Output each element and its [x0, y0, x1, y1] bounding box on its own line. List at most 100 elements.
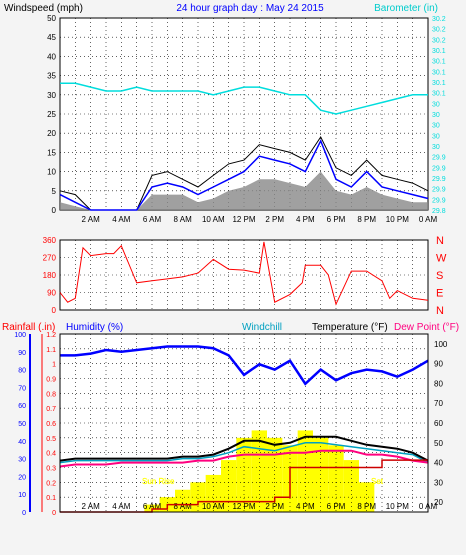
- solar-bar: [205, 474, 221, 512]
- x-tick-label: 6 PM: [327, 215, 346, 224]
- x-tick-label: 0 AM: [419, 215, 438, 224]
- x-tick-label: 4 AM: [112, 502, 131, 511]
- x-tick-label: 2 AM: [82, 215, 101, 224]
- wind-tick-label: 45: [47, 33, 56, 42]
- x-tick-label: 6 PM: [327, 502, 346, 511]
- x-tick-label: 8 PM: [357, 502, 376, 511]
- barometer-tick-label: 29.9: [432, 176, 446, 183]
- temp-grid: [60, 334, 428, 512]
- x-tick-label: 2 AM: [82, 502, 101, 511]
- compass-label: N: [436, 305, 444, 317]
- direction-tick-label: 180: [43, 271, 57, 280]
- wind-tick-label: 20: [47, 129, 56, 138]
- barometer-tick-label: 29.9: [432, 187, 446, 194]
- barometer-tick-label: 30: [432, 123, 440, 130]
- rain-tick-label: 1.1: [46, 347, 56, 354]
- wind-x-ticks: 2 AM 4 AM 6 AM 8 AM 10 AM 12 PM 2 PM 4 PM 6 PM 8 …: [82, 215, 438, 224]
- compass-label: E: [436, 288, 443, 300]
- temperature-line: [59, 435, 429, 462]
- sunrise-annotation: Sun Rise: [142, 477, 175, 486]
- rain-tick-label: 0.1: [46, 495, 56, 502]
- windchill-title: Windchill: [242, 322, 282, 333]
- rainfall-title: Rainfall (.in): [2, 322, 55, 333]
- humidity-tick-label: 100: [14, 332, 26, 339]
- wind-tick-label: 35: [47, 72, 56, 81]
- rain-tick-label: 0.6: [46, 421, 56, 428]
- humidity-tick-label: 50: [18, 421, 26, 428]
- temp-tick-label: 60: [434, 419, 443, 428]
- barometer-tick-label: 29.9: [432, 165, 446, 172]
- direction-tick-label: 90: [47, 289, 56, 298]
- rain-tick-label: 1.2: [46, 332, 56, 339]
- barometer-tick-label: 29.8: [432, 208, 446, 215]
- rain-tick-label: 0.3: [46, 466, 56, 473]
- barometer-tick-label: 30.2: [432, 37, 446, 44]
- direction-y-ticks: 360 270 180 90 0: [43, 236, 57, 315]
- x-tick-label: 12 PM: [232, 502, 255, 511]
- compass-label: N: [436, 235, 444, 247]
- barometer-tick-label: 30.1: [432, 69, 446, 76]
- temp-tick-label: 100: [434, 340, 448, 349]
- x-tick-label: 4 PM: [296, 502, 315, 511]
- wind-tick-label: 40: [47, 52, 56, 61]
- wind-y-ticks: 0 5 10 15 20 25 30 35 40 45 50: [47, 14, 56, 215]
- temperature-title: Temperature (°F): [312, 322, 388, 333]
- x-tick-label: 4 PM: [296, 215, 315, 224]
- barometer-tick-label: 29.9: [432, 197, 446, 204]
- temp-tick-label: 40: [434, 459, 443, 468]
- barometer-title: Barometer (in): [374, 3, 438, 14]
- rain-tick-label: 0.4: [46, 451, 56, 458]
- humidity-tick-label: 40: [18, 439, 26, 446]
- humidity-tick-label: 0: [22, 510, 26, 517]
- solar-bar: [251, 430, 267, 512]
- temp-tick-label: 20: [434, 498, 443, 507]
- humidity-line: [60, 345, 429, 386]
- windspeed-line: [59, 139, 429, 211]
- barometer-tick-label: 30: [432, 101, 440, 108]
- x-tick-label: 10 AM: [202, 502, 225, 511]
- wind-tick-label: 10: [47, 168, 56, 177]
- temp-tick-label: 70: [434, 399, 443, 408]
- x-tick-label: 8 AM: [174, 502, 193, 511]
- humidity-tick-label: 30: [18, 457, 26, 464]
- wind-tick-label: 15: [47, 148, 56, 157]
- humidity-tick-label: 10: [18, 492, 26, 499]
- barometer-tick-label: 30.2: [432, 16, 446, 23]
- sunset-annotation: Set: [371, 477, 384, 486]
- dewpoint-title: Dew Point (°F): [394, 322, 459, 333]
- direction-tick-label: 360: [43, 236, 57, 245]
- direction-series: [59, 241, 429, 306]
- humidity-tick-label: 60: [18, 403, 26, 410]
- wind-tick-label: 5: [52, 187, 57, 196]
- rain-tick-label: 0.7: [46, 406, 56, 413]
- barometer-tick-label: 30.1: [432, 59, 446, 66]
- x-tick-label: 4 AM: [112, 215, 131, 224]
- solar-bar: [175, 489, 191, 512]
- x-tick-label: 2 PM: [265, 502, 284, 511]
- barometer-tick-label: 30.2: [432, 27, 446, 34]
- temp-tick-label: 80: [434, 379, 443, 388]
- x-tick-label: 10 PM: [386, 502, 409, 511]
- wind-tick-label: 0: [52, 206, 57, 215]
- compass-label: S: [436, 270, 443, 282]
- solar-bar: [297, 430, 313, 512]
- direction-grid: [60, 240, 428, 310]
- compass-label: W: [436, 253, 447, 265]
- wind-average-area: [60, 171, 428, 210]
- rain-tick-label: 0.9: [46, 377, 56, 384]
- wind-direction-line: [59, 241, 429, 306]
- direction-tick-label: 0: [52, 306, 57, 315]
- x-tick-label: 2 PM: [265, 215, 284, 224]
- dewpoint-line: [59, 449, 429, 468]
- wind-tick-label: 50: [47, 14, 56, 23]
- rain-tick-label: 0: [52, 510, 56, 517]
- temp-tick-label: 90: [434, 360, 443, 369]
- x-tick-label: 10 PM: [386, 215, 409, 224]
- temp-panel-frame: [59, 333, 429, 513]
- barometer-line: [60, 82, 428, 115]
- x-tick-label: 12 PM: [232, 215, 255, 224]
- humidity-tick-label: 70: [18, 385, 26, 392]
- x-tick-label: 10 AM: [202, 215, 225, 224]
